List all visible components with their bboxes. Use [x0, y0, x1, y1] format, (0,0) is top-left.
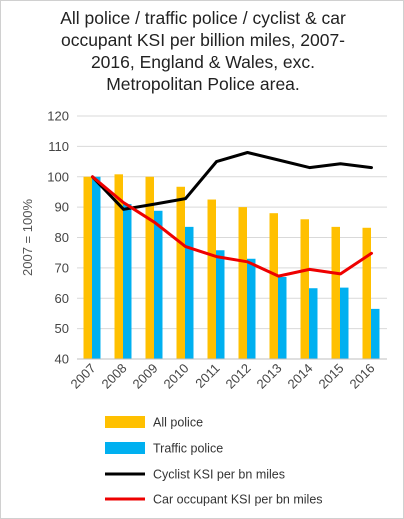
x-tick-label: 2013 — [254, 361, 285, 392]
y-tick-label: 110 — [48, 139, 69, 154]
bar-all-police — [331, 226, 340, 359]
legend-label-traffic-police: Traffic police — [153, 442, 223, 456]
chart-title: All police / traffic police / cyclist & … — [11, 7, 395, 95]
bar-traffic-police — [216, 250, 225, 359]
x-tick-label: 2014 — [285, 361, 316, 392]
bars — [83, 174, 380, 359]
x-tick-label: 2011 — [192, 361, 222, 391]
x-tick-label: 2012 — [223, 361, 254, 392]
x-tick-label: 2008 — [99, 361, 130, 392]
bar-all-police — [238, 207, 247, 359]
series-lines — [91, 151, 373, 278]
legend-label-all-police: All police — [153, 416, 203, 430]
bar-all-police — [269, 213, 278, 359]
bar-all-police — [83, 176, 92, 359]
bar-all-police — [176, 186, 185, 359]
title-line-1: All police / traffic police / cyclist & … — [60, 8, 346, 28]
x-tick-label: 2016 — [347, 361, 378, 392]
title-line-3: 2016, England & Wales, exc. — [90, 52, 316, 72]
bar-all-police — [145, 176, 154, 359]
bar-all-police — [300, 219, 309, 359]
x-tick-label: 2010 — [161, 361, 192, 392]
bar-all-police — [207, 199, 216, 359]
legend-label-car-occupant-ksi-per-bn-miles: Car occupant KSI per bn miles — [153, 493, 323, 507]
bar-traffic-police — [340, 287, 349, 359]
bar-traffic-police — [123, 204, 132, 359]
legend: All police Traffic police Cyclist KSI per … — [105, 416, 323, 507]
y-tick-label: 100 — [47, 169, 69, 184]
bar-traffic-police — [278, 276, 287, 359]
y-tick-label: 40 — [55, 352, 69, 367]
x-tick-label: 2009 — [130, 361, 161, 392]
y-tick-label: 80 — [55, 230, 69, 245]
line-cyclist-ksi-per-bn-miles — [91, 151, 373, 211]
line-car-occupant-ksi-per-bn-miles — [91, 175, 373, 278]
y-tick-label: 60 — [55, 291, 69, 306]
title-line-4: Metropolitan Police area. — [106, 74, 300, 94]
y-tick-label: 70 — [55, 260, 69, 275]
axes: 40 50 60 70 80 90 100 110 120 2007 = 100% 2007 2008… — [20, 109, 387, 392]
bar-traffic-police — [185, 226, 194, 359]
y-axis-label: 2007 = 100% — [20, 199, 35, 276]
bar-traffic-police — [92, 176, 101, 359]
bar-traffic-police — [309, 288, 318, 359]
y-tick-label: 50 — [55, 321, 69, 336]
y-tick-label: 90 — [55, 200, 69, 215]
legend-label-cyclist-ksi-per-bn-miles: Cyclist KSI per bn miles — [153, 468, 285, 482]
bar-all-police — [362, 227, 371, 359]
bar-traffic-police — [371, 308, 380, 359]
legend-swatch-traffic-police — [105, 442, 145, 454]
bar-traffic-police — [154, 210, 163, 359]
legend-swatch-all-police — [105, 416, 145, 428]
y-tick-label: 120 — [47, 109, 69, 124]
bar-all-police — [114, 174, 123, 359]
x-tick-label: 2015 — [316, 361, 347, 392]
title-line-2: occupant KSI per billion miles, 2007- — [60, 30, 346, 50]
bar-traffic-police — [247, 258, 256, 359]
x-tick-label: 2007 — [68, 361, 99, 392]
